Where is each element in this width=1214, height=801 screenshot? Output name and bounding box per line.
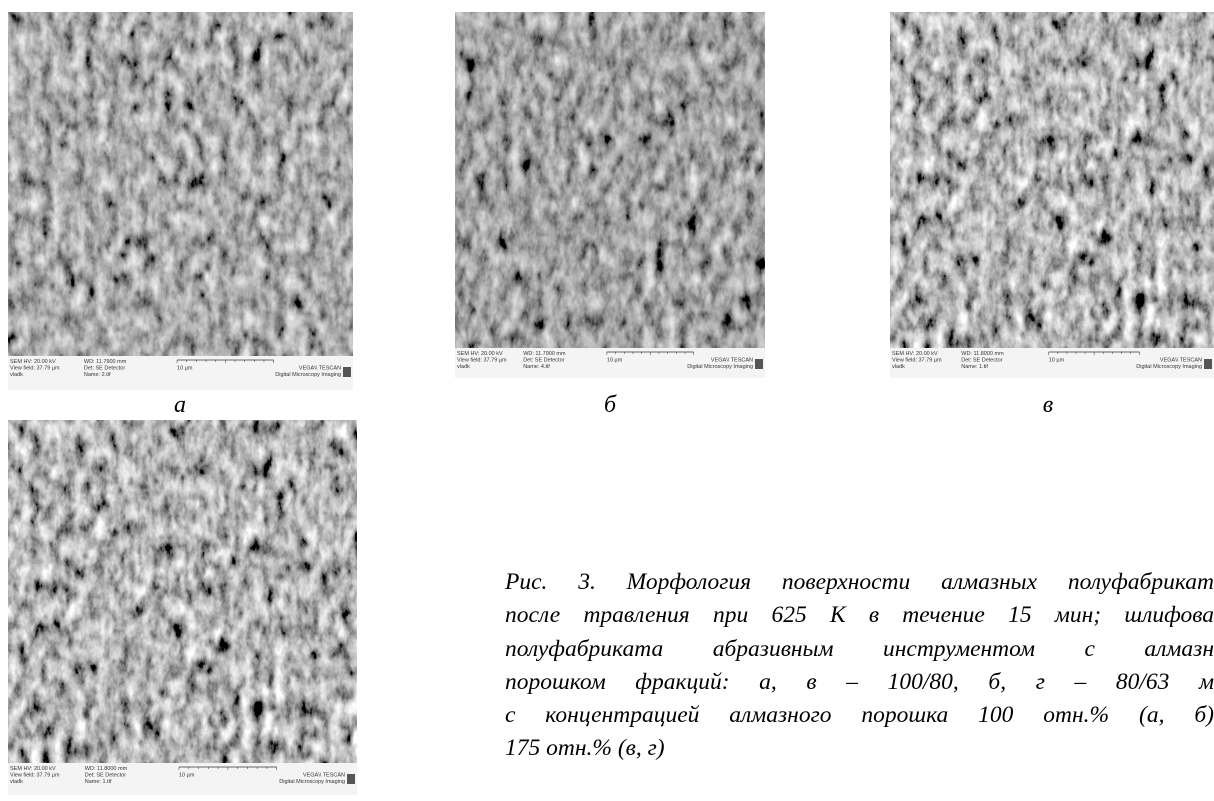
caption-line: после травления при 625 К в течение 15 м… — [505, 599, 1214, 632]
info-text: vladk — [892, 364, 905, 370]
panel-label: в — [1028, 392, 1068, 419]
imaging: Digital Microscopy Imaging — [1136, 364, 1202, 370]
panel-label: а — [160, 392, 200, 419]
caption-line: Рис. 3. Морфология поверхности алмазных … — [505, 566, 1214, 599]
info-text: View field: 37.79 µm — [892, 358, 942, 364]
info-text: Det: SE Detector — [523, 358, 564, 364]
info-text: Det: SE Detector — [84, 366, 125, 372]
brand: VEGA\\ TESCAN — [1160, 358, 1202, 364]
scale-text: 10 µm — [177, 366, 193, 372]
info-text: Name: 1.tif — [85, 779, 112, 785]
info-text: View field: 37.79 µm — [10, 366, 60, 372]
caption-line: полуфабриката абразивным инструментом с … — [505, 633, 1214, 666]
imaging: Digital Microscopy Imaging — [275, 372, 341, 378]
info-text: WD: 11.8000 mm — [85, 766, 128, 772]
info-text: vladk — [10, 372, 23, 378]
info-text: SEM HV: 20.00 kV — [892, 351, 938, 357]
caption-line: 175 отн.% (в, г) — [505, 732, 1214, 765]
micrograph — [455, 12, 765, 348]
info-text: WD: 11.7900 mm — [84, 359, 127, 365]
info-text: vladk — [457, 364, 470, 370]
info-text: Name: 4.tif — [523, 364, 550, 370]
info-text: Det: SE Detector — [961, 358, 1002, 364]
info-text: WD: 11.8000 mm — [961, 351, 1004, 357]
page: {"figure": { "panels": [ {"label": "а", … — [0, 0, 1214, 801]
logo — [1204, 359, 1212, 369]
scale-text: 10 µm — [607, 358, 623, 364]
panel-label: б — [590, 392, 630, 419]
imaging: Digital Microscopy Imaging — [279, 779, 345, 785]
info-text: SEM HV: 20.00 kV — [10, 359, 56, 365]
caption: Рис. 3. Морфология поверхности алмазных … — [505, 566, 1214, 766]
micrograph — [8, 12, 353, 356]
logo — [343, 367, 351, 377]
info-text: Det: SE Detector — [85, 773, 126, 779]
scale-text: 10 µm — [179, 773, 195, 779]
info-text: SEM HV: 20.00 kV — [10, 766, 56, 772]
info-text: SEM HV: 20.00 kV — [457, 351, 503, 357]
info-text: vladk — [10, 779, 23, 785]
caption-line: порошком фракций: а, в – 100/80, б, г – … — [505, 666, 1214, 699]
brand: VEGA\\ TESCAN — [711, 358, 753, 364]
info-text: Name: 2.tif — [84, 372, 111, 378]
info-text: WD: 11.7900 mm — [523, 351, 566, 357]
info-text: View field: 37.79 µm — [10, 773, 60, 779]
brand: VEGA\\ TESCAN — [299, 366, 341, 372]
micrograph — [890, 12, 1214, 348]
info-text: Name: 1.tif — [961, 364, 988, 370]
logo — [347, 774, 355, 784]
scale-text: 10 µm — [1049, 358, 1065, 364]
caption-line: с концентрацией алмазного порошка 100 от… — [505, 699, 1214, 732]
brand: VEGA\\ TESCAN — [303, 773, 345, 779]
info-text: View field: 37.79 µm — [457, 358, 507, 364]
micrograph — [8, 420, 357, 763]
imaging: Digital Microscopy Imaging — [687, 364, 753, 370]
logo — [755, 359, 763, 369]
